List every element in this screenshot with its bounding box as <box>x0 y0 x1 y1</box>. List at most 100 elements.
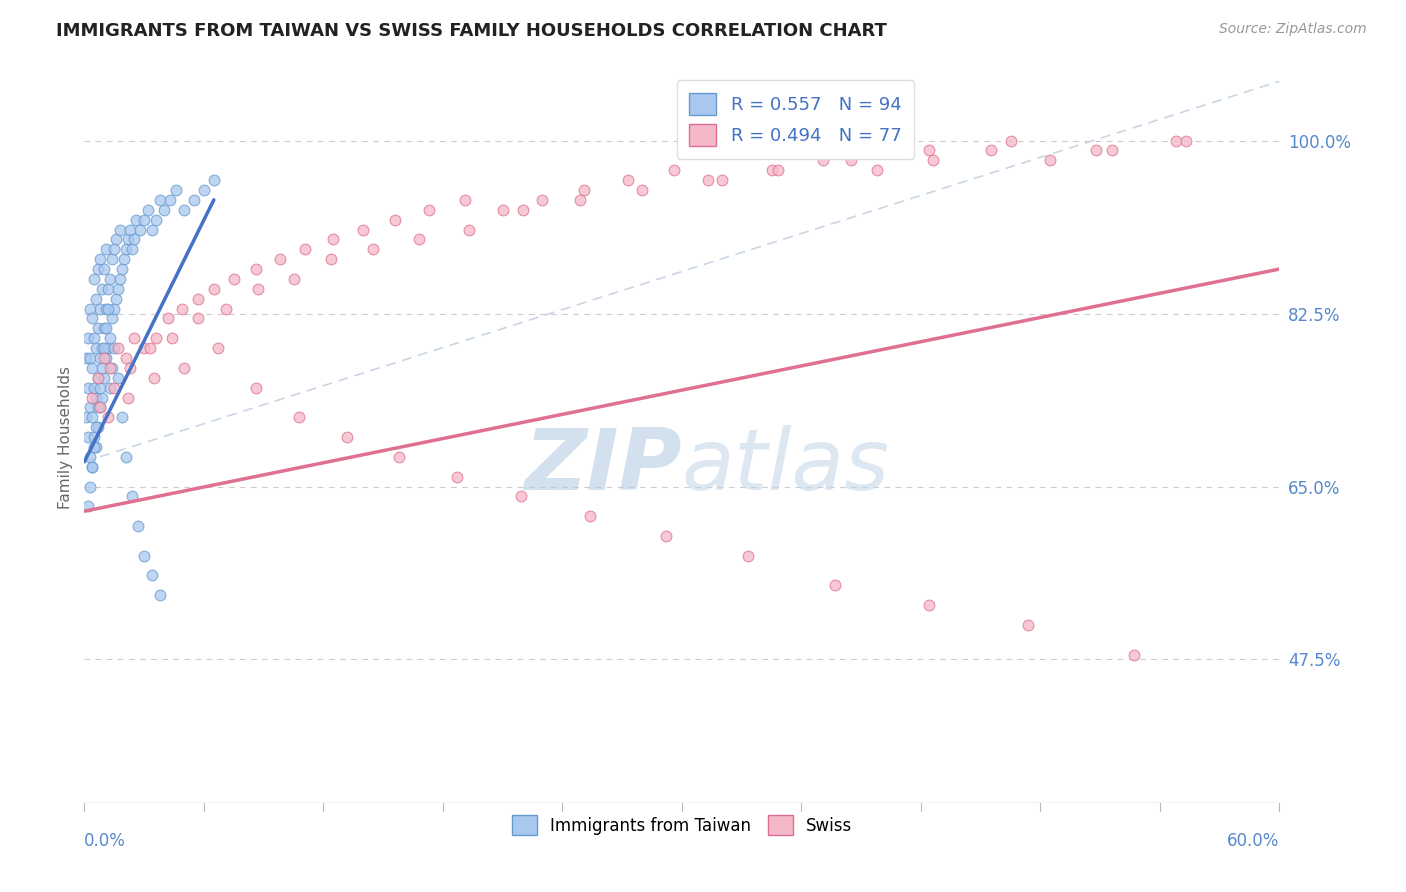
Text: 60.0%: 60.0% <box>1227 832 1279 850</box>
Point <box>117 391 139 405</box>
Point <box>96 242 118 256</box>
Point <box>115 242 138 256</box>
Point <box>569 193 592 207</box>
Point <box>512 202 534 217</box>
Point <box>631 183 654 197</box>
Point <box>91 360 114 375</box>
Legend: Immigrants from Taiwan, Swiss: Immigrants from Taiwan, Swiss <box>505 808 859 842</box>
Point <box>96 301 118 316</box>
Point <box>77 430 100 444</box>
Point <box>79 450 101 464</box>
Point <box>91 391 114 405</box>
Point <box>294 242 316 256</box>
Point <box>89 401 111 415</box>
Point <box>388 450 411 464</box>
Point <box>91 341 114 355</box>
Point <box>132 212 156 227</box>
Point <box>193 183 215 197</box>
Point <box>173 202 195 217</box>
Point <box>122 331 145 345</box>
Point <box>132 341 156 355</box>
Point <box>83 440 105 454</box>
Point <box>103 381 125 395</box>
Point <box>82 360 104 375</box>
Point <box>139 341 162 355</box>
Point <box>187 311 209 326</box>
Point <box>83 331 105 345</box>
Point <box>813 153 835 168</box>
Text: 0.0%: 0.0% <box>84 832 127 850</box>
Point <box>149 193 172 207</box>
Point <box>117 232 139 246</box>
Point <box>655 529 678 543</box>
Point <box>1085 144 1108 158</box>
Point <box>93 321 115 335</box>
Point <box>83 430 105 444</box>
Point <box>87 371 110 385</box>
Point <box>617 173 640 187</box>
Point <box>93 371 115 385</box>
Y-axis label: Family Households: Family Households <box>58 366 73 508</box>
Point <box>83 272 105 286</box>
Point <box>269 252 291 267</box>
Point <box>153 202 176 217</box>
Point <box>79 401 101 415</box>
Point <box>89 401 111 415</box>
Point <box>77 331 100 345</box>
Point <box>149 588 172 602</box>
Point <box>86 292 108 306</box>
Point <box>457 222 479 236</box>
Point <box>245 381 267 395</box>
Point <box>1164 134 1187 148</box>
Point <box>107 371 129 385</box>
Point <box>710 173 733 187</box>
Point <box>222 272 245 286</box>
Point <box>918 144 941 158</box>
Point <box>111 410 134 425</box>
Point <box>79 351 101 365</box>
Point <box>98 331 121 345</box>
Point <box>87 321 110 335</box>
Point <box>87 371 110 385</box>
Point <box>173 360 195 375</box>
Point <box>107 341 129 355</box>
Point <box>207 341 229 355</box>
Point <box>202 173 225 187</box>
Point <box>132 549 156 563</box>
Point <box>98 360 121 375</box>
Text: IMMIGRANTS FROM TAIWAN VS SWISS FAMILY HOUSEHOLDS CORRELATION CHART: IMMIGRANTS FROM TAIWAN VS SWISS FAMILY H… <box>56 22 887 40</box>
Point <box>1101 144 1123 158</box>
Point <box>1123 648 1146 662</box>
Point <box>283 272 305 286</box>
Point <box>1174 134 1197 148</box>
Point <box>91 282 114 296</box>
Point <box>101 311 124 326</box>
Point <box>97 341 120 355</box>
Point <box>97 410 120 425</box>
Point <box>101 252 124 267</box>
Point <box>579 509 602 524</box>
Point <box>187 292 209 306</box>
Point <box>170 301 193 316</box>
Point <box>82 391 104 405</box>
Point <box>96 321 118 335</box>
Point <box>737 549 759 563</box>
Point <box>129 222 152 236</box>
Point <box>246 282 269 296</box>
Point <box>87 420 110 434</box>
Point <box>980 144 1002 158</box>
Point <box>361 242 384 256</box>
Text: atlas: atlas <box>682 425 890 508</box>
Point <box>93 341 115 355</box>
Point <box>105 292 128 306</box>
Point <box>839 153 862 168</box>
Point <box>89 351 111 365</box>
Point <box>103 242 125 256</box>
Point <box>97 301 120 316</box>
Point <box>122 232 145 246</box>
Point <box>918 598 941 612</box>
Point <box>866 163 889 178</box>
Point <box>121 489 143 503</box>
Point <box>93 351 115 365</box>
Point <box>87 262 110 277</box>
